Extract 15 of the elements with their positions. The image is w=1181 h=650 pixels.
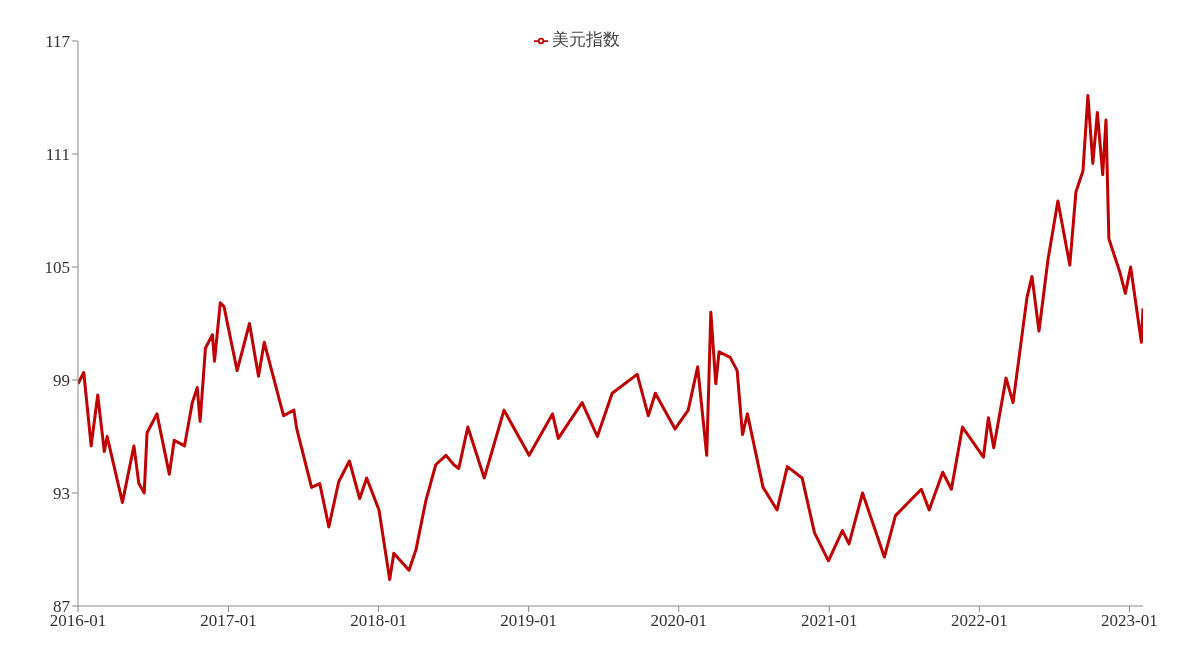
x-tick-label: 2017-01 xyxy=(200,611,257,631)
x-tick-label: 2020-01 xyxy=(650,611,708,631)
line-series xyxy=(78,94,1143,582)
y-tick-label: 117 xyxy=(45,32,71,52)
x-tick-label: 2019-01 xyxy=(500,611,558,631)
y-tick-label: 99 xyxy=(53,371,70,391)
x-tick-label: 2021-01 xyxy=(800,611,858,631)
y-tick-label: 105 xyxy=(44,258,70,278)
x-tick-label: 2018-01 xyxy=(350,611,407,631)
y-tick-label: 93 xyxy=(53,484,70,504)
legend-label: 美元指数 xyxy=(551,30,620,49)
x-tick-label: 2022-01 xyxy=(951,611,1008,631)
x-tick-label: 2023-01 xyxy=(1101,611,1158,631)
x-tick-label: 2016-01 xyxy=(49,611,107,631)
y-tick-label: 111 xyxy=(45,145,70,165)
